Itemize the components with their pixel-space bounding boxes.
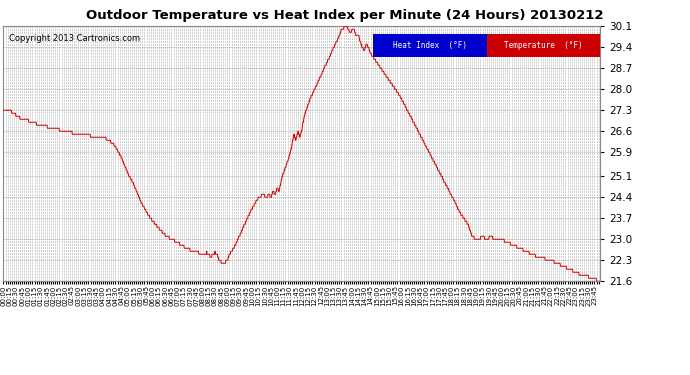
FancyBboxPatch shape	[487, 34, 600, 57]
Text: Temperature  (°F): Temperature (°F)	[504, 41, 583, 50]
Text: Heat Index  (°F): Heat Index (°F)	[393, 41, 467, 50]
FancyBboxPatch shape	[373, 34, 487, 57]
Text: Outdoor Temperature vs Heat Index per Minute (24 Hours) 20130212: Outdoor Temperature vs Heat Index per Mi…	[86, 9, 604, 22]
Text: Copyright 2013 Cartronics.com: Copyright 2013 Cartronics.com	[10, 34, 141, 43]
